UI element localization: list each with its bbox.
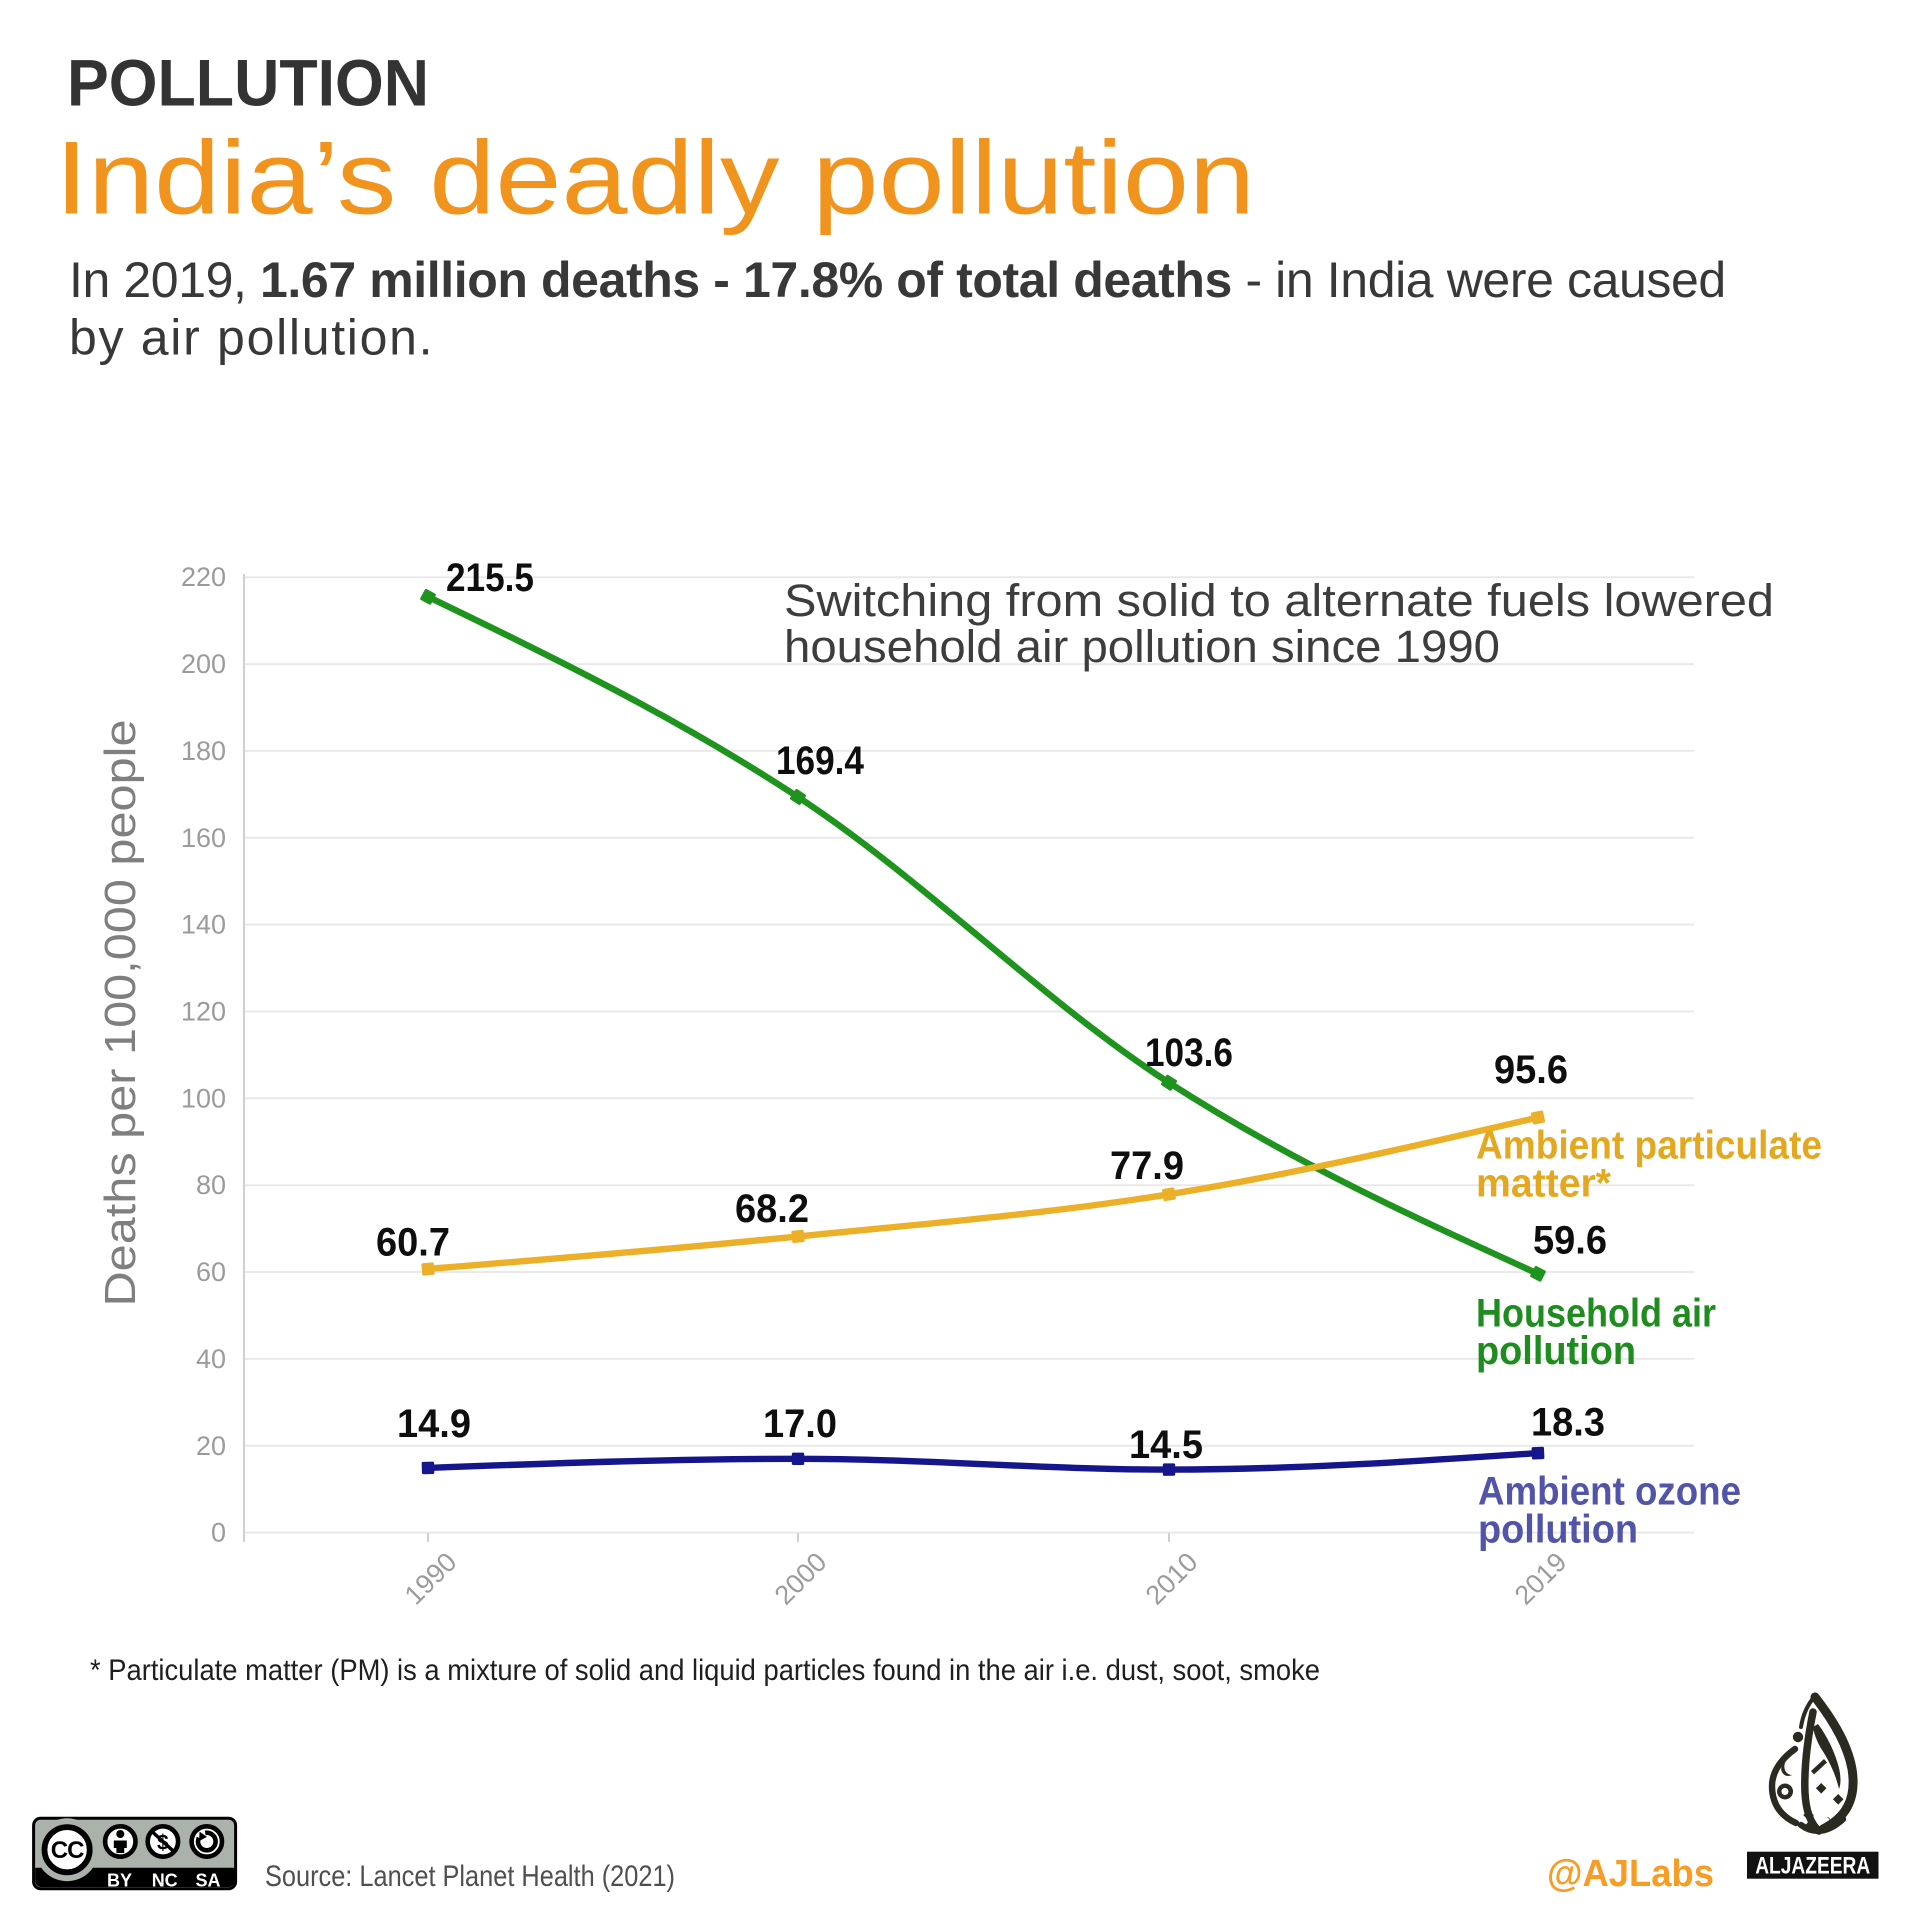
svg-text:169.4: 169.4 <box>776 739 865 783</box>
svg-text:100: 100 <box>181 1083 226 1113</box>
svg-text:14.9: 14.9 <box>397 1402 471 1446</box>
svg-text:matter*: matter* <box>1476 1162 1611 1206</box>
svg-text:14.5: 14.5 <box>1129 1423 1203 1467</box>
svg-text:1990: 1990 <box>399 1547 463 1611</box>
svg-text:60: 60 <box>196 1257 226 1287</box>
svg-text:2010: 2010 <box>1140 1547 1204 1611</box>
svg-text:Source: Lancet Planet Health (: Source: Lancet Planet Health (2021) <box>265 1860 675 1893</box>
svg-text:77.9: 77.9 <box>1110 1144 1184 1188</box>
svg-text:Ambient particulate: Ambient particulate <box>1476 1124 1822 1168</box>
svg-text:Household air: Household air <box>1476 1291 1716 1335</box>
svg-text:by air pollution.: by air pollution. <box>69 309 434 365</box>
svg-text:0: 0 <box>211 1518 226 1548</box>
svg-text:140: 140 <box>181 910 226 940</box>
svg-text:Switching from solid to altern: Switching from solid to alternate fuels … <box>784 575 1774 626</box>
svg-text:Ambient ozone: Ambient ozone <box>1478 1470 1741 1514</box>
svg-text:CC: CC <box>51 1837 84 1864</box>
svg-text:* Particulate matter (PM) is a: * Particulate matter (PM) is a mixture o… <box>90 1654 1320 1687</box>
svg-text:India’s deadly pollution: India’s deadly pollution <box>55 121 1255 237</box>
svg-text:103.6: 103.6 <box>1145 1031 1233 1075</box>
svg-text:pollution: pollution <box>1476 1329 1636 1373</box>
svg-text:215.5: 215.5 <box>446 556 534 600</box>
svg-text:68.2: 68.2 <box>735 1187 809 1231</box>
svg-text:Deaths per 100,000 people: Deaths per 100,000 people <box>96 720 145 1307</box>
svg-text:17.0: 17.0 <box>763 1402 837 1446</box>
svg-text:180: 180 <box>181 736 226 766</box>
svg-text:SA: SA <box>195 1871 220 1891</box>
svg-text:160: 160 <box>181 823 226 853</box>
svg-text:2000: 2000 <box>769 1547 833 1611</box>
svg-text:40: 40 <box>196 1344 226 1374</box>
svg-text:59.6: 59.6 <box>1533 1219 1607 1263</box>
svg-text:60.7: 60.7 <box>376 1221 450 1265</box>
svg-text:household air pollution since: household air pollution since 1990 <box>784 621 1500 672</box>
svg-text:POLLUTION: POLLUTION <box>67 45 429 119</box>
svg-text:80: 80 <box>196 1170 226 1200</box>
svg-text:220: 220 <box>181 562 226 592</box>
svg-text:95.6: 95.6 <box>1494 1048 1568 1092</box>
svg-text:20: 20 <box>196 1431 226 1461</box>
svg-text:NC: NC <box>152 1871 178 1891</box>
svg-text:BY: BY <box>107 1871 132 1891</box>
svg-text:pollution: pollution <box>1478 1507 1638 1551</box>
svg-text:@AJLabs: @AJLabs <box>1547 1853 1714 1895</box>
svg-text:200: 200 <box>181 649 226 679</box>
svg-text:ALJAZEERA: ALJAZEERA <box>1755 1853 1870 1880</box>
svg-text:2019: 2019 <box>1509 1547 1573 1611</box>
svg-text:18.3: 18.3 <box>1531 1401 1605 1445</box>
svg-text:120: 120 <box>181 997 226 1027</box>
svg-text:In 2019, 1.67 million deaths -: In 2019, 1.67 million deaths - 17.8% of … <box>69 252 1726 308</box>
